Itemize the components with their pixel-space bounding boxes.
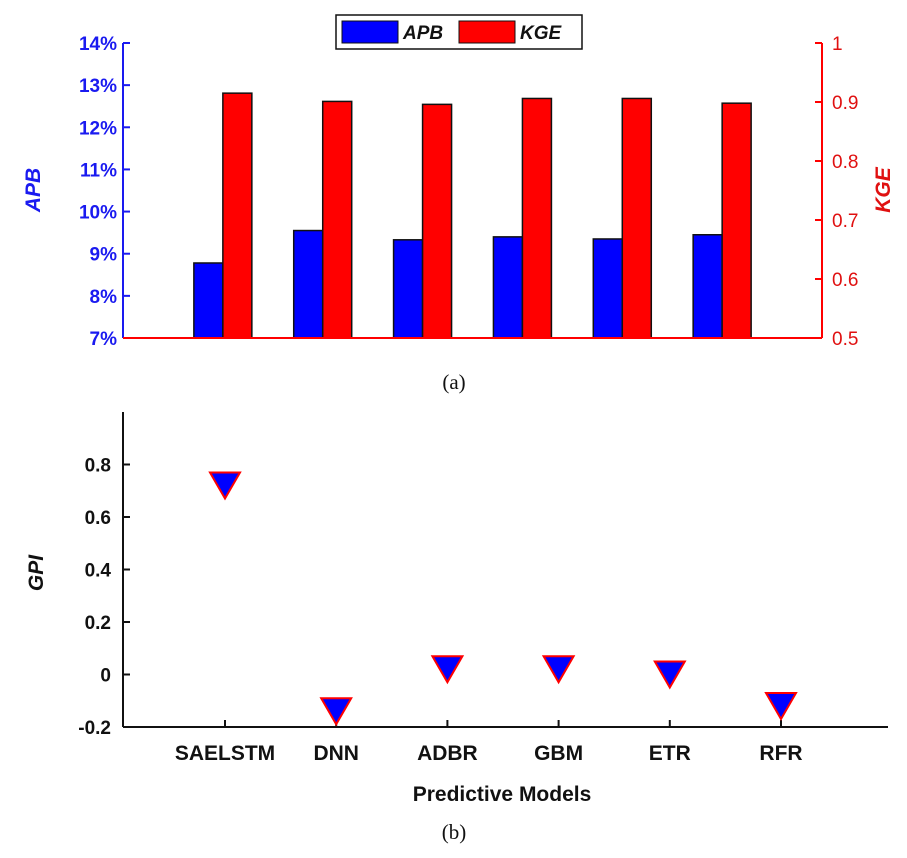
caption-a: (a) bbox=[442, 370, 465, 394]
bar-apb-gbm bbox=[492, 236, 524, 339]
right-tick-label: 0.5 bbox=[832, 329, 858, 350]
gpi-y-tick-label: 0.8 bbox=[85, 456, 111, 477]
gpi-x-tick-label: GBM bbox=[534, 742, 583, 765]
legend-label-apb: APB bbox=[402, 23, 443, 44]
legend-swatch-kge bbox=[458, 20, 516, 44]
gpi-x-tick-label: SAELSTM bbox=[175, 742, 275, 765]
left-tick-label: 9% bbox=[90, 245, 118, 266]
chart-a-right-axis: 0.5 0.6 0.7 0.8 0.9 1 bbox=[123, 34, 858, 350]
gpi-y-tick-label: 0.4 bbox=[85, 561, 112, 582]
gpi-marker-etr bbox=[653, 660, 687, 690]
chart-b-axes: -0.2 0 0.2 0.4 0.6 0.8 SAELSTM DNN ADBR GBM ETR RFR bbox=[78, 412, 888, 765]
chart-b-gpi: -0.2 0 0.2 0.4 0.6 0.8 SAELSTM DNN ADBR GBM ETR RFR… bbox=[25, 412, 888, 844]
gpi-x-tick-label: ADBR bbox=[417, 742, 478, 765]
gpi-marker-rfr bbox=[764, 692, 798, 722]
gpi-y-tick-label: 0.2 bbox=[85, 613, 111, 634]
bar-kge-adbr bbox=[421, 103, 453, 339]
gpi-y-tick-label: -0.2 bbox=[78, 718, 111, 739]
bar-kge-etr bbox=[621, 97, 653, 339]
caption-b: (b) bbox=[442, 820, 467, 844]
legend-label-kge: KGE bbox=[520, 23, 563, 44]
right-tick-label: 0.9 bbox=[832, 93, 858, 114]
left-tick-label: 8% bbox=[90, 287, 118, 308]
gpi-y-tick-label: 0.6 bbox=[85, 508, 111, 529]
chart-a-apb-kge: 7% 8% 9% 10% 11% 12% 13% 14% 0.5 0.6 0.7 0.8 0.9 1 A… bbox=[22, 14, 895, 394]
gpi-marker-dnn bbox=[319, 697, 353, 727]
chart-a-ylabel-right: KGE bbox=[872, 166, 895, 213]
left-tick-label: 14% bbox=[79, 34, 117, 55]
chart-b-markers bbox=[208, 471, 798, 727]
chart-a-legend: APB KGE bbox=[335, 14, 583, 50]
gpi-x-tick-label: DNN bbox=[313, 742, 359, 765]
bar-apb-dnn bbox=[292, 229, 324, 339]
gpi-y-tick-label: 0 bbox=[100, 666, 111, 687]
left-tick-label: 10% bbox=[79, 203, 117, 224]
gpi-x-tick-label: ETR bbox=[649, 742, 691, 765]
bar-apb-adbr bbox=[392, 239, 424, 339]
left-tick-label: 11% bbox=[80, 160, 117, 181]
chart-a-bars bbox=[193, 92, 752, 339]
chart-b-ylabel: GPI bbox=[25, 554, 48, 591]
chart-a-ylabel-left: APB bbox=[22, 168, 45, 213]
gpi-x-tick-label: RFR bbox=[759, 742, 802, 765]
left-tick-label: 12% bbox=[79, 118, 117, 139]
left-tick-label: 13% bbox=[79, 76, 117, 97]
right-tick-label: 0.8 bbox=[832, 152, 858, 173]
bar-kge-rfr bbox=[721, 102, 752, 339]
bar-kge-gbm bbox=[521, 97, 553, 339]
left-tick-label: 7% bbox=[90, 329, 118, 350]
gpi-marker-saelstm bbox=[208, 471, 242, 501]
gpi-marker-adbr bbox=[430, 655, 465, 685]
bar-apb-saelstm bbox=[193, 262, 224, 339]
right-tick-label: 1 bbox=[832, 34, 843, 55]
gpi-marker-gbm bbox=[541, 655, 576, 685]
bar-kge-dnn bbox=[321, 100, 353, 339]
right-tick-label: 0.7 bbox=[832, 211, 858, 232]
bar-kge-saelstm bbox=[222, 92, 253, 339]
chart-a-left-axis: 7% 8% 9% 10% 11% 12% 13% 14% bbox=[79, 34, 130, 350]
bar-apb-rfr bbox=[692, 234, 723, 339]
legend-swatch-apb bbox=[341, 20, 399, 44]
chart-b-xlabel: Predictive Models bbox=[413, 783, 592, 806]
right-tick-label: 0.6 bbox=[832, 270, 858, 291]
bar-apb-etr bbox=[592, 238, 624, 339]
